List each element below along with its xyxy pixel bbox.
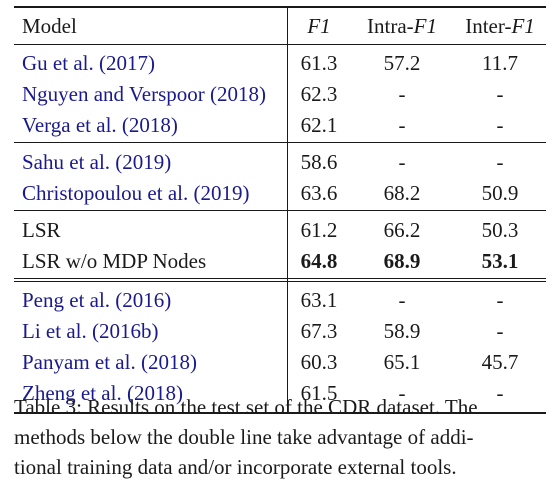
header-intra-prefix: Intra-	[367, 14, 414, 38]
table-row: Nguyen and Verspoor (2018) 62.3 - -	[0, 79, 560, 110]
header-intra-f1-symbol: F1	[413, 14, 437, 38]
f1-cell: 62.1	[300, 113, 338, 137]
table-caption: Table 3: Results on the test set of the …	[14, 392, 550, 482]
inter-f1-cell: -	[496, 288, 504, 312]
intra-f1-cell: 68.9	[383, 249, 421, 273]
table-row: LSR 61.2 66.2 50.3	[0, 215, 560, 246]
f1-cell: 62.3	[300, 82, 338, 106]
model-cell[interactable]: Li et al. (2016b)	[22, 319, 159, 343]
inter-f1-cell: 11.7	[482, 51, 518, 75]
header-rule	[14, 44, 546, 45]
top-rule	[14, 6, 546, 8]
header-intra-f1: Intra-F1	[356, 11, 448, 42]
intra-f1-cell: 65.1	[383, 350, 421, 374]
model-cell[interactable]: Verga et al. (2018)	[22, 113, 178, 137]
model-cell[interactable]: Panyam et al. (2018)	[22, 350, 197, 374]
f1-cell: 61.2	[300, 218, 338, 242]
intra-f1-cell: 58.9	[383, 319, 421, 343]
table-row: Gu et al. (2017) 61.3 57.2 11.7	[0, 48, 560, 79]
intra-f1-cell: 57.2	[383, 51, 421, 75]
f1-cell: 63.1	[300, 288, 338, 312]
f1-cell: 58.6	[300, 150, 338, 174]
inter-f1-cell: -	[496, 150, 504, 174]
f1-cell: 60.3	[300, 350, 338, 374]
caption-line: Table 3: Results on the test set of the …	[14, 395, 478, 419]
header-inter-f1: Inter-F1	[452, 11, 548, 42]
inter-f1-cell: -	[496, 82, 504, 106]
intra-f1-cell: -	[398, 113, 406, 137]
header-inter-f1-symbol: F1	[511, 14, 535, 38]
inter-f1-cell: -	[496, 113, 504, 137]
bottom-rule	[14, 412, 546, 414]
f1-cell: 63.6	[300, 181, 338, 205]
table-row: Christopoulou et al. (2019) 63.6 68.2 50.9	[0, 178, 560, 209]
table-row: Panyam et al. (2018) 60.3 65.1 45.7	[0, 347, 560, 378]
table-row: Sahu et al. (2019) 58.6 - -	[0, 147, 560, 178]
f1-cell: 67.3	[300, 319, 338, 343]
table-row: Verga et al. (2018) 62.1 - -	[0, 110, 560, 141]
model-cell[interactable]: Nguyen and Verspoor (2018)	[22, 82, 266, 106]
intra-f1-cell: -	[398, 150, 406, 174]
header-inter-prefix: Inter-	[465, 14, 512, 38]
table-row: LSR w/o MDP Nodes 64.8 68.9 53.1	[0, 246, 560, 277]
inter-f1-cell: 50.3	[481, 218, 519, 242]
model-cell: LSR	[22, 218, 61, 242]
inter-f1-cell: 53.1	[481, 249, 519, 273]
group-separator-rule	[14, 142, 546, 143]
group-separator-rule	[14, 210, 546, 211]
caption-line: methods below the double line take advan…	[14, 425, 474, 449]
f1-cell: 64.8	[300, 249, 338, 273]
model-cell: LSR w/o MDP Nodes	[22, 249, 207, 273]
intra-f1-cell: -	[398, 381, 406, 405]
model-cell[interactable]: Christopoulou et al. (2019)	[22, 181, 250, 205]
table-row: Peng et al. (2016) 63.1 - -	[0, 285, 560, 316]
header-model: Model	[22, 14, 77, 38]
column-divider	[287, 6, 288, 413]
inter-f1-cell: 45.7	[481, 350, 519, 374]
model-cell[interactable]: Peng et al. (2016)	[22, 288, 172, 312]
intra-f1-cell: 66.2	[383, 218, 421, 242]
table-row: Li et al. (2016b) 67.3 58.9 -	[0, 316, 560, 347]
model-cell[interactable]: Gu et al. (2017)	[22, 51, 155, 75]
group-separator-rule	[14, 278, 546, 279]
header-f1-symbol: F1	[307, 14, 331, 38]
inter-f1-cell: -	[496, 381, 504, 405]
model-cell[interactable]: Sahu et al. (2019)	[22, 150, 172, 174]
intra-f1-cell: 68.2	[383, 181, 421, 205]
table-row: Zheng et al. (2018) 61.5 - -	[0, 378, 560, 409]
f1-cell: 61.5	[300, 381, 338, 405]
caption-line: tional training data and/or incorporate …	[14, 455, 457, 479]
header-f1: F1	[287, 11, 351, 42]
f1-cell: 61.3	[300, 51, 338, 75]
intra-f1-cell: -	[398, 82, 406, 106]
model-cell[interactable]: Zheng et al. (2018)	[22, 381, 183, 405]
header-row: Model F1 Intra-F1 Inter-F1	[0, 11, 560, 42]
double-separator-rule	[14, 281, 546, 282]
inter-f1-cell: -	[496, 319, 504, 343]
inter-f1-cell: 50.9	[481, 181, 519, 205]
intra-f1-cell: -	[398, 288, 406, 312]
